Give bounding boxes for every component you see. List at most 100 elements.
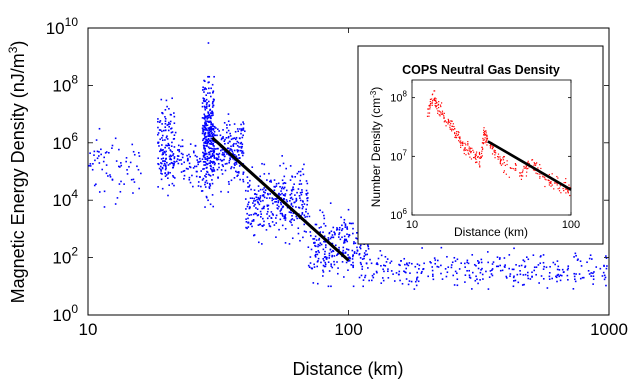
inset-data-point: [443, 121, 445, 123]
data-point: [298, 207, 301, 209]
data-point: [416, 276, 419, 279]
data-point: [367, 245, 370, 248]
data-point: [201, 179, 204, 181]
data-point: [348, 256, 351, 259]
inset-data-point: [459, 137, 461, 139]
data-point: [170, 161, 173, 164]
data-point: [323, 259, 325, 262]
data-point: [567, 265, 570, 267]
data-point: [477, 267, 480, 270]
inset-data-point: [454, 132, 456, 135]
data-point: [350, 264, 353, 266]
data-point: [262, 188, 264, 191]
data-point: [262, 206, 265, 209]
data-point: [210, 141, 213, 144]
data-point: [246, 212, 248, 215]
data-point: [205, 94, 208, 96]
data-point: [169, 163, 171, 165]
data-point: [278, 228, 280, 231]
data-point: [223, 153, 226, 155]
data-point: [111, 144, 114, 147]
data-point: [516, 273, 519, 276]
data-point: [603, 274, 606, 277]
data-point: [312, 282, 315, 284]
data-point: [306, 192, 309, 194]
inset-data-point: [459, 138, 461, 140]
data-point: [432, 275, 434, 277]
data-point: [295, 200, 297, 202]
data-point: [262, 207, 265, 210]
data-point: [246, 205, 249, 208]
data-point: [201, 89, 204, 91]
inset-data-point: [551, 184, 553, 186]
data-point: [204, 127, 207, 130]
data-point: [208, 135, 211, 138]
data-point: [259, 188, 262, 191]
data-point: [336, 254, 338, 257]
data-point: [297, 227, 300, 230]
data-point: [431, 269, 434, 272]
inset-data-point: [434, 97, 436, 99]
data-point: [202, 168, 204, 170]
data-point: [204, 115, 207, 118]
data-point: [240, 147, 243, 149]
data-point: [543, 265, 545, 268]
inset-data-point: [565, 192, 567, 194]
inset-data-point: [510, 167, 512, 169]
data-point: [319, 242, 322, 244]
data-point: [364, 254, 367, 256]
data-point: [227, 181, 230, 183]
data-point: [197, 163, 199, 166]
inset-data-point: [558, 187, 561, 189]
data-point: [347, 260, 350, 262]
inset-data-point: [481, 150, 483, 152]
data-point: [217, 176, 219, 179]
inset-data-point: [553, 188, 555, 190]
data-point: [466, 261, 468, 264]
data-point: [192, 185, 194, 188]
inset-data-point: [502, 157, 504, 159]
data-point: [529, 278, 532, 280]
data-point: [323, 217, 326, 220]
data-point: [242, 134, 244, 137]
data-point: [556, 268, 559, 271]
data-point: [542, 261, 545, 264]
data-point: [365, 262, 368, 264]
data-point: [290, 196, 293, 199]
data-point: [160, 158, 163, 160]
data-point: [535, 273, 537, 276]
data-point: [346, 240, 349, 243]
data-point: [231, 150, 234, 153]
data-point: [314, 254, 317, 257]
data-point: [404, 263, 406, 266]
data-point: [223, 158, 225, 161]
data-point: [161, 149, 164, 152]
data-point: [206, 155, 209, 158]
data-point: [338, 246, 340, 249]
data-point: [471, 271, 474, 274]
data-point: [164, 116, 166, 118]
data-point: [445, 275, 448, 278]
data-point: [208, 139, 211, 142]
data-point: [330, 251, 333, 253]
data-point: [399, 279, 401, 282]
inset-data-point: [535, 163, 537, 165]
data-point: [212, 125, 214, 127]
data-point: [328, 231, 331, 234]
data-point: [327, 285, 330, 288]
data-point: [395, 272, 398, 274]
data-point: [405, 271, 407, 274]
data-point: [126, 169, 128, 171]
data-point: [555, 276, 558, 279]
data-point: [203, 79, 205, 82]
inset-data-point: [478, 151, 481, 154]
data-point: [259, 175, 262, 178]
data-point: [521, 284, 524, 286]
data-point: [204, 118, 206, 120]
data-point: [347, 254, 349, 256]
data-point: [382, 268, 384, 271]
data-point: [176, 155, 179, 157]
data-point: [605, 255, 607, 257]
data-point: [299, 239, 301, 242]
data-point: [256, 208, 259, 210]
